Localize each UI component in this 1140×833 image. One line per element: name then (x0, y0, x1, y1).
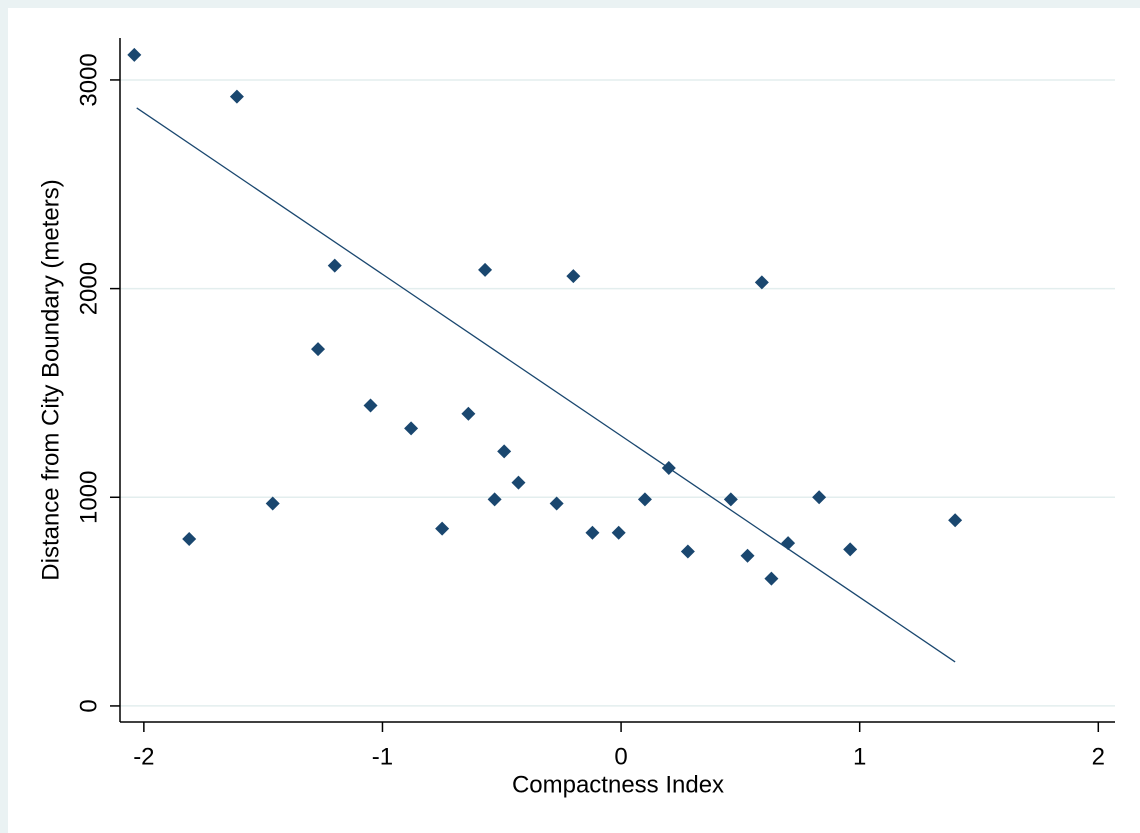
x-tick-label: 1 (853, 743, 866, 770)
y-axis-label: Distance from City Boundary (meters) (37, 179, 64, 580)
fit-line (136, 107, 956, 663)
x-axis-label: Compactness Index (512, 771, 724, 798)
point (311, 342, 326, 357)
graph-background (8, 8, 1140, 833)
point (740, 548, 755, 563)
point (812, 490, 827, 505)
x-tick-label: 0 (614, 743, 627, 770)
point (723, 492, 738, 507)
point (637, 492, 652, 507)
point (478, 262, 493, 277)
point (549, 496, 564, 511)
point (843, 542, 858, 557)
y-tick-label: 2000 (75, 262, 102, 315)
x-tick-label: -1 (372, 743, 393, 770)
point (566, 269, 581, 284)
point (497, 444, 512, 459)
point (948, 513, 963, 528)
point (754, 275, 769, 290)
y-tick-label: 1000 (75, 471, 102, 524)
point (404, 421, 419, 436)
point (229, 89, 244, 104)
point (363, 398, 378, 413)
point (764, 571, 779, 586)
point (511, 475, 526, 490)
point (265, 496, 280, 511)
point (461, 406, 476, 421)
y-tick-label: 0 (75, 699, 102, 712)
point (182, 532, 197, 547)
y-tick-label: 3000 (75, 53, 102, 106)
point (680, 544, 695, 559)
point (611, 525, 626, 540)
point (327, 258, 342, 273)
point (585, 525, 600, 540)
point (435, 521, 450, 536)
x-tick-label: 2 (1092, 743, 1105, 770)
point (127, 47, 142, 62)
point (487, 492, 502, 507)
x-tick-label: -2 (133, 743, 154, 770)
